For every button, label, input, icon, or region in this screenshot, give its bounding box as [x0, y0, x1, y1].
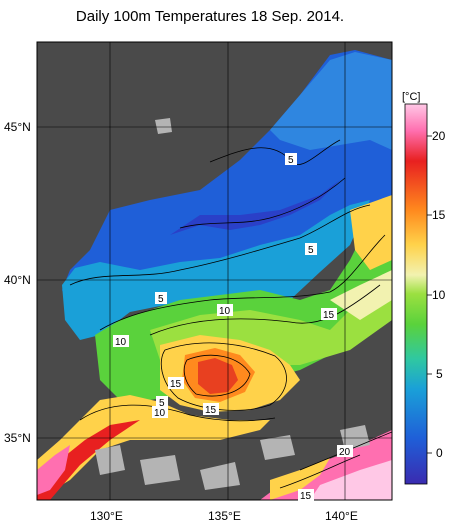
contour-label: 10 — [115, 337, 127, 348]
pacific-pink-light — [310, 460, 392, 500]
contour-lines — [69, 139, 392, 489]
colorbar-label-20: 20 — [432, 129, 446, 143]
colorbar-label-5: 5 — [436, 367, 443, 381]
contour-label: 20 — [339, 447, 351, 458]
lat-label-40: 40°N — [4, 273, 31, 287]
contour-label: 15 — [205, 405, 217, 416]
sea-north-region — [270, 52, 392, 150]
contour-label: 5 — [308, 245, 314, 256]
contour-label: 15 — [170, 379, 182, 390]
colorbar-ticks — [427, 135, 432, 454]
map-frame — [36, 41, 393, 501]
contour-label: 10 — [219, 306, 231, 317]
tsushima-warm-current — [37, 395, 270, 500]
contour-label: 5 — [158, 294, 164, 305]
colorbar-unit: [°C] — [402, 91, 420, 103]
lon-label-140: 140°E — [325, 509, 358, 523]
sea-east-warm-streak — [350, 195, 392, 270]
contour-label: 10 — [154, 408, 166, 419]
colorbar-label-10: 10 — [432, 288, 446, 302]
contour-label: 5 — [159, 398, 165, 409]
colorbar-label-15: 15 — [432, 208, 446, 222]
contour-label: 5 — [288, 155, 294, 166]
sea-cold-core — [170, 180, 340, 235]
map-title: Daily 100m Temperatures 18 Sep. 2014. — [75, 8, 345, 25]
lon-label-135: 135°E — [208, 509, 241, 523]
contour-value-labels: 5 5 5 10 10 15 15 5 10 15 20 15 — [113, 153, 353, 502]
no-data-patch — [155, 118, 172, 134]
lat-label-45: 45°N — [4, 120, 31, 134]
contour-label: 15 — [300, 491, 312, 502]
no-data-patch — [260, 435, 295, 460]
lat-label-35: 35°N — [4, 431, 31, 445]
no-data-patch — [200, 462, 240, 490]
lon-label-130: 130°E — [90, 509, 123, 523]
tsushima-red-band — [37, 420, 140, 500]
colorbar-label-0: 0 — [436, 446, 443, 460]
sea-east-light-streak — [330, 270, 392, 320]
graticule — [37, 42, 392, 500]
contour-label: 15 — [323, 310, 335, 321]
sw-pink-patch — [37, 445, 70, 495]
sea-transition-band — [62, 200, 370, 340]
pacific-yellow-coast — [270, 458, 330, 500]
no-data-patch — [140, 455, 180, 485]
colorbar — [404, 103, 428, 485]
